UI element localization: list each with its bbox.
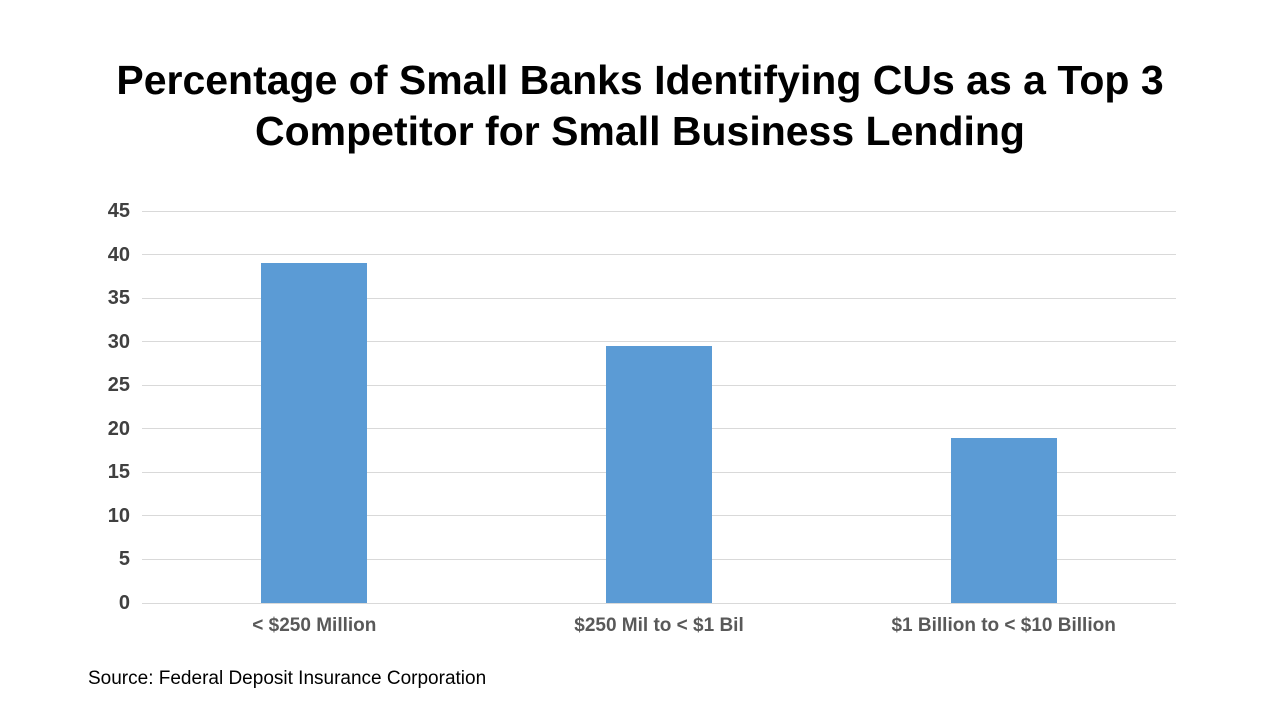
bar-2 [606,346,712,603]
plot-area [142,210,1176,604]
source-text: Source: Federal Deposit Insurance Corpor… [88,668,487,689]
x-tick-label: $250 Mil to < $1 Bil [574,615,744,636]
bar-3 [950,437,1057,603]
y-tick-label: 25 [107,374,130,397]
bar-chart: 0 5 10 15 20 25 30 35 40 45 < $250 Million $250 Mi… [88,200,1178,650]
gridline [142,210,1176,212]
x-tick-label: $1 Billion to < $10 Billion [891,615,1116,636]
y-tick-label: 0 [118,592,130,614]
y-axis-labels: 0 5 10 15 20 25 30 35 40 45 [88,200,130,614]
bar-1 [261,263,368,603]
y-tick-label: 20 [107,417,130,440]
x-tick-label: < $250 Million [252,615,377,636]
gridline [142,297,1176,299]
y-tick-label: 35 [107,287,130,310]
y-tick-label: 15 [107,461,130,484]
y-tick-label: 45 [107,200,130,222]
x-axis-labels: < $250 Million $250 Mil to < $1 Bil $1 Bil… [142,615,1176,645]
y-tick-label: 30 [107,330,130,353]
gridline [142,254,1176,256]
gridline [142,341,1176,343]
y-tick-label: 5 [118,548,130,571]
y-tick-label: 40 [107,243,130,266]
chart-title: Percentage of Small Banks Identifying CU… [116,57,1164,154]
gridline [142,602,1176,604]
y-tick-label: 10 [107,504,130,527]
